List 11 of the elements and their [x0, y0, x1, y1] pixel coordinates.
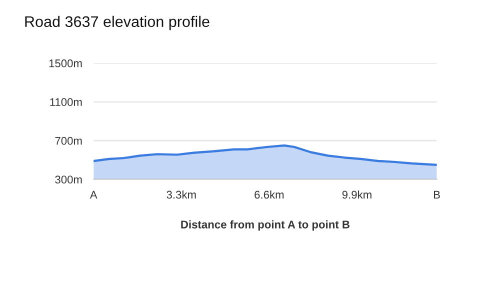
- y-tick-label: 1100m: [50, 98, 82, 106]
- y-tick-label: 300m: [55, 176, 82, 184]
- x-axis-title: Distance from point A to point B: [181, 220, 350, 231]
- x-tick-label: 9.9km: [342, 190, 372, 199]
- x-tick-label: B: [434, 190, 440, 199]
- x-tick-label: 6.6km: [254, 190, 284, 199]
- x-tick-label: 3.3km: [166, 190, 196, 199]
- x-tick-label: A: [90, 190, 98, 199]
- y-tick-label: 1500m: [49, 59, 82, 68]
- y-tick-label: 700m: [55, 136, 82, 145]
- chart-title: Road 3637 elevation profile: [25, 16, 210, 30]
